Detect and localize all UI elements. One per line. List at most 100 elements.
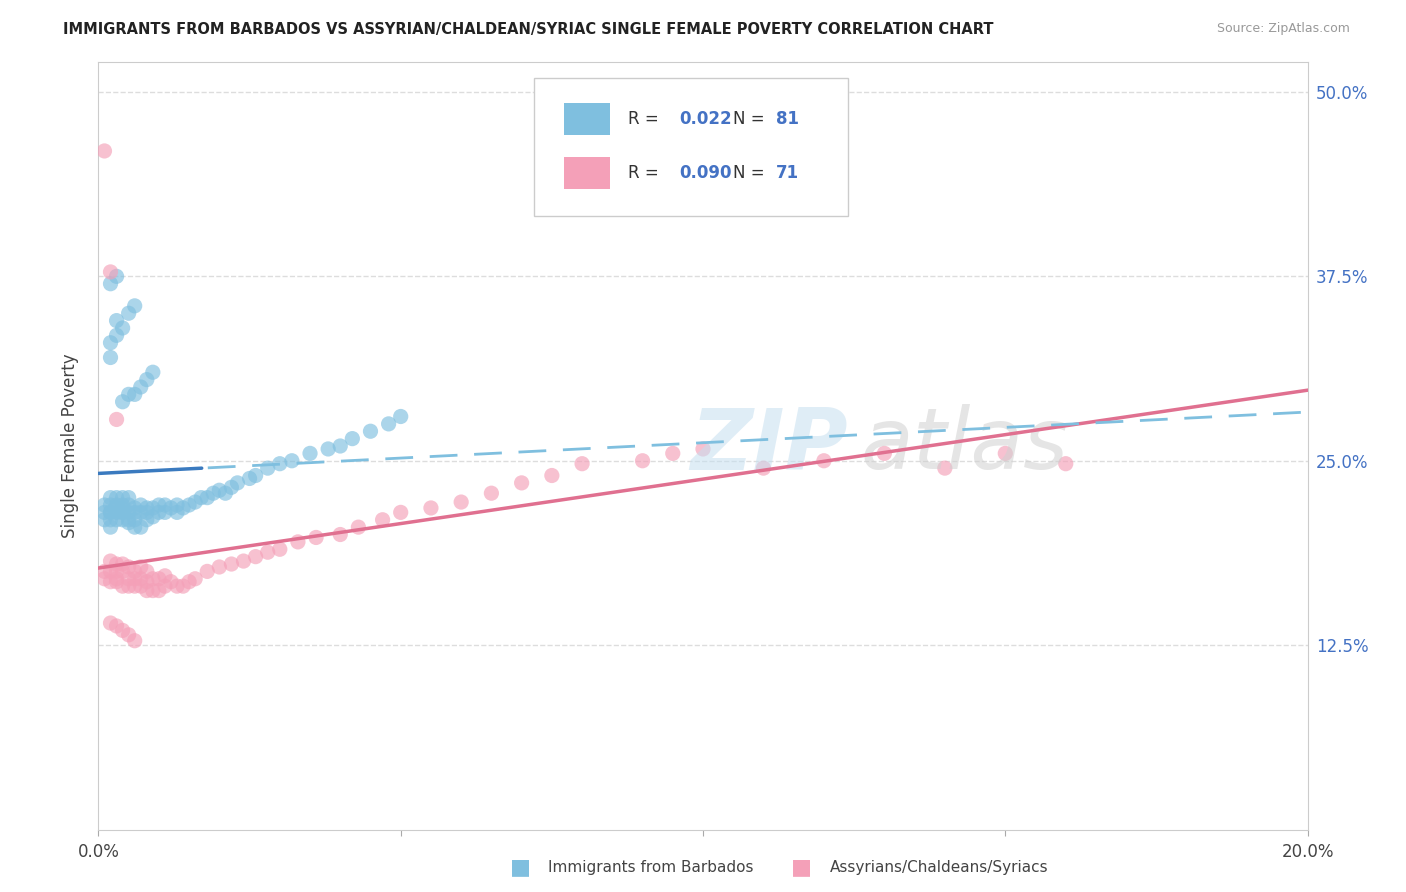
Point	[111, 321, 134, 335]
Point	[124, 520, 146, 534]
Point	[184, 572, 207, 586]
Point	[214, 486, 236, 500]
Text: Assyrians/Chaldeans/Syriacs: Assyrians/Chaldeans/Syriacs	[830, 860, 1047, 874]
Point	[118, 628, 141, 642]
Point	[135, 505, 157, 519]
Point	[118, 498, 141, 512]
Point	[100, 277, 122, 291]
Point	[105, 498, 128, 512]
FancyBboxPatch shape	[534, 78, 848, 216]
Point	[100, 498, 122, 512]
Point	[661, 446, 683, 460]
Point	[166, 498, 188, 512]
Point	[129, 579, 152, 593]
Bar	[564, 157, 610, 189]
Point	[631, 454, 654, 468]
Point	[135, 583, 157, 598]
Point	[105, 513, 128, 527]
Point	[111, 505, 134, 519]
Point	[269, 542, 291, 557]
Point	[316, 442, 339, 456]
Point	[124, 387, 146, 401]
Point	[371, 513, 394, 527]
Point	[124, 565, 146, 579]
Point	[281, 454, 304, 468]
Point	[105, 619, 128, 633]
Point	[166, 505, 188, 519]
Point	[305, 531, 328, 545]
Point	[245, 549, 267, 564]
Point	[118, 491, 141, 505]
Point	[481, 486, 503, 500]
Point	[93, 565, 115, 579]
Text: R =: R =	[628, 111, 664, 128]
Point	[105, 574, 128, 589]
Text: N =: N =	[734, 164, 770, 182]
Point	[105, 557, 128, 571]
Text: Immigrants from Barbados: Immigrants from Barbados	[548, 860, 754, 874]
Point	[124, 633, 146, 648]
Point	[105, 313, 128, 327]
Point	[420, 500, 443, 515]
Text: ■: ■	[792, 857, 811, 877]
Point	[100, 520, 122, 534]
Point	[153, 569, 176, 583]
Point	[179, 498, 201, 512]
Point	[118, 579, 141, 593]
Point	[226, 475, 249, 490]
Point	[221, 557, 243, 571]
Point	[100, 505, 122, 519]
Point	[124, 500, 146, 515]
Point	[172, 579, 194, 593]
Point	[540, 468, 562, 483]
Point	[245, 468, 267, 483]
Bar	[564, 103, 610, 136]
Point	[111, 498, 134, 512]
Text: 81: 81	[776, 111, 799, 128]
Point	[389, 505, 412, 519]
Text: atlas: atlas	[860, 404, 1069, 488]
Point	[190, 491, 212, 505]
Text: R =: R =	[628, 164, 664, 182]
Point	[118, 572, 141, 586]
Point	[232, 554, 254, 568]
Text: 71: 71	[776, 164, 799, 182]
Point	[179, 574, 201, 589]
Point	[124, 299, 146, 313]
Point	[129, 505, 152, 519]
Point	[153, 498, 176, 512]
Point	[142, 583, 165, 598]
Text: ■: ■	[510, 857, 530, 877]
Point	[184, 495, 207, 509]
Point	[100, 335, 122, 350]
Point	[329, 527, 352, 541]
Point	[93, 513, 115, 527]
Point	[873, 446, 896, 460]
Point	[166, 579, 188, 593]
Point	[347, 520, 370, 534]
Point	[124, 505, 146, 519]
Point	[129, 380, 152, 394]
Point	[153, 505, 176, 519]
Point	[142, 509, 165, 524]
Point	[100, 554, 122, 568]
Point	[994, 446, 1017, 460]
Point	[202, 486, 225, 500]
Point	[111, 513, 134, 527]
Point	[389, 409, 412, 424]
Point	[111, 579, 134, 593]
Point	[105, 412, 128, 426]
Point	[105, 505, 128, 519]
Point	[195, 491, 218, 505]
Point	[118, 505, 141, 519]
Point	[111, 491, 134, 505]
Point	[135, 574, 157, 589]
Point	[111, 565, 134, 579]
Point	[160, 500, 183, 515]
Point	[299, 446, 322, 460]
Point	[135, 513, 157, 527]
Point	[571, 457, 593, 471]
Text: 0.022: 0.022	[679, 111, 731, 128]
Point	[135, 373, 157, 387]
Point	[934, 461, 956, 475]
